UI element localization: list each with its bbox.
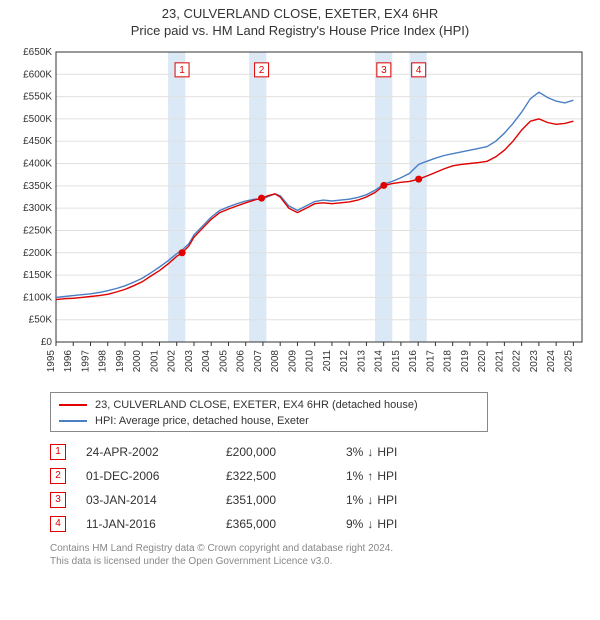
svg-text:2022: 2022: [512, 349, 523, 372]
event-row: 4 11-JAN-2016 £365,000 9% ↓ HPI: [50, 512, 590, 536]
footer-attribution: Contains HM Land Registry data © Crown c…: [50, 542, 590, 568]
event-delta-suffix: HPI: [377, 445, 397, 459]
footer-line1: Contains HM Land Registry data © Crown c…: [50, 542, 590, 555]
svg-text:2012: 2012: [339, 349, 350, 372]
svg-text:2023: 2023: [529, 349, 540, 372]
svg-text:£600K: £600K: [23, 69, 52, 80]
event-marker: 4: [50, 516, 66, 532]
svg-text:1995: 1995: [46, 349, 57, 372]
chart-area: £0 £50K £100K £150K £200K £250K £300K £350K £400…: [10, 44, 590, 384]
event-delta-suffix: HPI: [377, 469, 397, 483]
event-row: 1 24-APR-2002 £200,000 3% ↓ HPI: [50, 440, 590, 464]
svg-text:£400K: £400K: [23, 158, 52, 169]
svg-text:£500K: £500K: [23, 114, 52, 125]
legend: 23, CULVERLAND CLOSE, EXETER, EX4 6HR (d…: [50, 392, 488, 432]
arrow-down-icon: ↓: [367, 493, 373, 507]
svg-text:2013: 2013: [356, 349, 367, 372]
svg-text:2016: 2016: [408, 349, 419, 372]
svg-text:2: 2: [259, 65, 265, 76]
svg-text:2006: 2006: [236, 349, 247, 372]
svg-text:2014: 2014: [374, 349, 385, 372]
event-marker: 3: [50, 492, 66, 508]
svg-text:£550K: £550K: [23, 92, 52, 103]
event-delta: 1% ↓ HPI: [346, 493, 397, 507]
svg-text:2000: 2000: [132, 349, 143, 372]
event-price: £351,000: [226, 493, 326, 507]
svg-text:3: 3: [381, 65, 387, 76]
footer-line2: This data is licensed under the Open Gov…: [50, 555, 590, 568]
event-delta-suffix: HPI: [377, 517, 397, 531]
svg-text:£100K: £100K: [23, 292, 52, 303]
line-chart: £0 £50K £100K £150K £200K £250K £300K £350K £400…: [10, 44, 590, 384]
svg-text:2007: 2007: [253, 349, 264, 372]
event-delta-suffix: HPI: [377, 493, 397, 507]
svg-text:£300K: £300K: [23, 203, 52, 214]
svg-text:2020: 2020: [477, 349, 488, 372]
svg-text:£50K: £50K: [29, 315, 53, 326]
event-delta-pct: 3%: [346, 445, 363, 459]
svg-text:1997: 1997: [80, 349, 91, 372]
arrow-up-icon: ↑: [367, 469, 373, 483]
event-delta: 3% ↓ HPI: [346, 445, 397, 459]
legend-item: HPI: Average price, detached house, Exet…: [59, 413, 479, 429]
event-marker: 1: [50, 444, 66, 460]
event-price: £200,000: [226, 445, 326, 459]
svg-text:1999: 1999: [115, 349, 126, 372]
svg-text:2025: 2025: [563, 349, 574, 372]
svg-text:2009: 2009: [287, 349, 298, 372]
event-date: 01-DEC-2006: [86, 469, 206, 483]
event-date: 24-APR-2002: [86, 445, 206, 459]
svg-text:2002: 2002: [167, 349, 178, 372]
event-row: 2 01-DEC-2006 £322,500 1% ↑ HPI: [50, 464, 590, 488]
event-marker: 2: [50, 468, 66, 484]
svg-text:2011: 2011: [322, 349, 333, 371]
svg-text:2005: 2005: [218, 349, 229, 372]
svg-text:2021: 2021: [494, 349, 505, 372]
chart-title-line2: Price paid vs. HM Land Registry's House …: [10, 23, 590, 38]
svg-text:2019: 2019: [460, 349, 471, 372]
svg-text:£650K: £650K: [23, 47, 52, 58]
svg-text:£250K: £250K: [23, 225, 52, 236]
svg-text:2024: 2024: [546, 349, 557, 372]
svg-text:2008: 2008: [270, 349, 281, 372]
legend-label: HPI: Average price, detached house, Exet…: [95, 413, 309, 429]
svg-text:£450K: £450K: [23, 136, 52, 147]
svg-text:2018: 2018: [443, 349, 454, 372]
event-table: 1 24-APR-2002 £200,000 3% ↓ HPI 2 01-DEC-2006 £3…: [50, 440, 590, 536]
legend-swatch: [59, 420, 87, 422]
legend-label: 23, CULVERLAND CLOSE, EXETER, EX4 6HR (d…: [95, 397, 418, 413]
legend-item: 23, CULVERLAND CLOSE, EXETER, EX4 6HR (d…: [59, 397, 479, 413]
event-delta-pct: 1%: [346, 469, 363, 483]
chart-title-line1: 23, CULVERLAND CLOSE, EXETER, EX4 6HR: [10, 6, 590, 23]
svg-text:£200K: £200K: [23, 248, 52, 259]
svg-text:£350K: £350K: [23, 181, 52, 192]
legend-swatch: [59, 404, 87, 406]
arrow-down-icon: ↓: [367, 445, 373, 459]
event-delta-pct: 1%: [346, 493, 363, 507]
event-delta: 9% ↓ HPI: [346, 517, 397, 531]
svg-text:1998: 1998: [98, 349, 109, 372]
svg-text:£0: £0: [41, 337, 53, 348]
svg-text:2004: 2004: [201, 349, 212, 372]
arrow-down-icon: ↓: [367, 517, 373, 531]
svg-text:2015: 2015: [391, 349, 402, 372]
event-price: £322,500: [226, 469, 326, 483]
svg-text:2010: 2010: [305, 349, 316, 372]
svg-text:4: 4: [416, 65, 422, 76]
svg-text:1: 1: [179, 65, 185, 76]
event-date: 11-JAN-2016: [86, 517, 206, 531]
event-row: 3 03-JAN-2014 £351,000 1% ↓ HPI: [50, 488, 590, 512]
svg-text:2003: 2003: [184, 349, 195, 372]
svg-text:1996: 1996: [63, 349, 74, 372]
svg-text:£150K: £150K: [23, 270, 52, 281]
event-price: £365,000: [226, 517, 326, 531]
event-delta-pct: 9%: [346, 517, 363, 531]
svg-text:2017: 2017: [425, 349, 436, 372]
svg-text:2001: 2001: [149, 349, 160, 372]
event-delta: 1% ↑ HPI: [346, 469, 397, 483]
event-date: 03-JAN-2014: [86, 493, 206, 507]
